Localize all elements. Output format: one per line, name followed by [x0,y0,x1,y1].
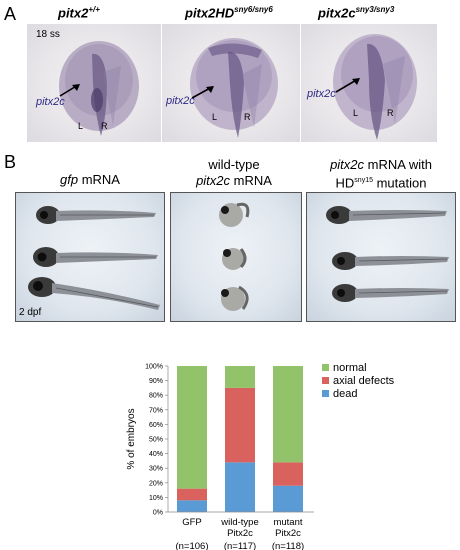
bar-segment-dead [177,500,207,512]
embryo-title-1: pitx2+/+ [58,5,100,20]
panel-a-letter: A [4,4,17,24]
sample-size-label: (n=117) [224,541,256,550]
condition-3-rest: mRNA with [364,157,432,172]
arrow-label-3: pitx2c [307,88,336,100]
embryo-title-3: pitx2csny3/sny3 [318,5,394,20]
bar-segment-axial-defects [177,488,207,501]
fish-photo-wildtype [170,192,302,322]
category-label: mutant Pitx2c [273,517,302,539]
legend-label: dead [333,388,357,400]
bar-segment-normal [225,366,255,388]
sample-size-label: (n=118) [272,541,304,550]
condition-2-rest: mRNA [230,173,272,188]
embryo-drawing-3 [333,34,417,140]
left-label-3: L [353,108,359,118]
y-tick-label: 50% [149,437,163,444]
genotype-1: pitx2 [58,5,89,21]
superscript-2: sny6/sny6 [234,5,273,14]
legend-swatch [322,390,329,397]
category-label-line: wild-type [220,517,259,528]
y-tick-label: 0% [153,510,163,517]
fish-drawing-mutant [326,206,449,302]
condition-2-line1: wild-type [208,157,260,172]
condition-2-gene: pitx2c [196,173,231,188]
condition-title-1: gfp mRNA [15,172,165,188]
category-label-line: Pitx2c [275,528,301,539]
arrow-label-1: pitx2c [36,96,65,108]
embryo-photo-2 [162,24,300,142]
superscript-1: +/+ [88,5,100,14]
left-label-2: L [212,112,218,122]
condition-3-mutation: mutation [372,175,427,191]
y-tick-label: 40% [149,451,163,458]
category-label-line: GFP [182,517,202,528]
panel-b-letter: B [4,152,17,172]
condition-title-2: wild-type pitx2c mRNA [164,157,304,189]
y-axis-label: % of embryos [126,408,137,469]
bar-segment-axial-defects [273,462,303,486]
condition-3-hd: HD [335,175,355,191]
condition-3-gene: pitx2c [330,157,365,172]
y-axis: 0% 10% 20% 30% 40% 50% 60% 70% 80% 90% 100% [145,364,168,517]
bar-group [177,366,303,512]
fish-drawing-gfp [28,206,160,310]
stage-label: 18 ss [36,29,60,40]
category-labels: GFP(n=106)wild-type Pitx2c(n=117)mutant Pi… [175,517,304,550]
y-tick-label: 80% [149,393,163,400]
legend-swatch [322,377,329,384]
right-label-2: R [244,112,251,122]
bar-segment-normal [177,366,207,489]
condition-1-rest: mRNA [78,172,120,187]
sample-size-label: (n=106) [175,541,208,550]
legend-label: normal [333,362,367,374]
arrow-icon [59,84,80,97]
right-label-1: R [101,121,108,131]
superscript-3: sny3/sny3 [355,5,395,14]
bar-segment-normal [273,366,303,463]
y-tick-label: 10% [149,495,163,502]
arrow-icon [335,78,360,93]
y-tick-label: 60% [149,422,163,429]
category-label-line: mutant [273,517,302,528]
arrow-icon [191,86,214,99]
left-label-1: L [78,121,84,131]
right-label-3: R [387,108,394,118]
condition-3-sup: sny15 [354,177,373,184]
fish-drawing-wildtype [219,202,250,311]
embryo-photo-3 [301,24,437,142]
bar-segment-dead [273,485,303,512]
embryo-drawing-1 [59,41,139,136]
category-label-line: Pitx2c [227,528,253,539]
embryo-title-2: pitx2HDsny6/sny6 [185,5,273,20]
category-label: GFP [182,517,202,528]
arrow-label-2: pitx2c [166,95,195,107]
stacked-bar-chart: 0% 10% 20% 30% 40% 50% 60% 70% 80% 90% 100% % of e… [126,362,395,550]
bar-segment-dead [225,462,255,512]
legend-label: axial defects [333,375,395,387]
age-label: 2 dpf [19,307,42,318]
y-tick-label: 30% [149,466,163,473]
legend-swatch [322,364,329,371]
y-tick-label: 70% [149,407,163,414]
y-tick-label: 20% [149,480,163,487]
condition-1-gene: gfp [60,172,79,187]
y-tick-label: 90% [149,378,163,385]
category-label: wild-type Pitx2c [220,517,259,539]
genotype-2: pitx2HD [185,5,235,21]
embryo-drawing-2 [190,38,278,139]
embryo-photo-1 [27,24,161,142]
genotype-3: pitx2c [318,5,356,21]
condition-title-3: pitx2c mRNA with HDsny15 mutation [302,157,460,191]
fish-photo-gfp [15,192,165,322]
bar-segment-axial-defects [225,387,255,463]
y-tick-label: 100% [145,364,163,371]
fish-photo-mutant [306,192,456,322]
